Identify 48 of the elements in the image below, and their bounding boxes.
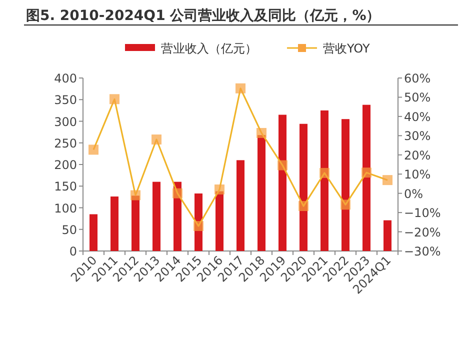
point — [152, 134, 162, 145]
bar — [362, 104, 370, 251]
legend-label: 营收YOY — [323, 42, 370, 56]
point — [236, 83, 246, 94]
y2-tick-label: −30% — [404, 244, 441, 258]
point — [172, 188, 182, 198]
bar — [278, 114, 286, 251]
y2-tick-label: 30% — [404, 129, 431, 144]
y2-tick-label: 50% — [404, 90, 431, 105]
bar — [258, 135, 266, 251]
bar — [320, 110, 328, 251]
y2-tick-label: 40% — [404, 110, 431, 124]
point — [298, 201, 308, 212]
y-tick-label: 400 — [54, 72, 77, 86]
chart-title: 图5. 2010-2024Q1 公司营业收入及同比（亿元，%） — [26, 8, 380, 24]
bar — [152, 182, 160, 251]
y-tick-label: 350 — [54, 93, 77, 108]
point — [340, 200, 350, 210]
point — [382, 175, 392, 186]
y2-tick-label: 60% — [404, 72, 431, 86]
y2-tick-label: −10% — [404, 206, 441, 220]
bar — [110, 196, 118, 251]
y-tick-label: 50 — [62, 222, 77, 237]
point — [362, 168, 372, 178]
y-tick-label: 0 — [69, 244, 77, 258]
point — [214, 184, 224, 194]
point — [88, 144, 98, 155]
y2-tick-label: 0% — [404, 186, 424, 201]
y-tick-label: 250 — [54, 136, 77, 150]
y-tick-label: 200 — [54, 158, 77, 172]
y-tick-label: 300 — [54, 114, 77, 129]
y2-tick-label: 10% — [404, 168, 431, 182]
point — [320, 168, 330, 178]
bar — [342, 119, 350, 251]
point — [278, 160, 288, 170]
point — [130, 190, 140, 200]
bar — [384, 220, 392, 251]
point — [110, 94, 120, 104]
point — [194, 221, 204, 232]
y-tick-label: 100 — [54, 201, 77, 216]
y2-tick-label: −20% — [404, 225, 441, 240]
y-tick-label: 150 — [54, 180, 77, 194]
legend-label: 营业收入（亿元） — [161, 42, 257, 56]
y2-tick-label: 20% — [404, 148, 431, 162]
bar — [90, 214, 98, 251]
bar — [300, 124, 308, 251]
bar — [236, 160, 244, 251]
point — [256, 128, 266, 138]
